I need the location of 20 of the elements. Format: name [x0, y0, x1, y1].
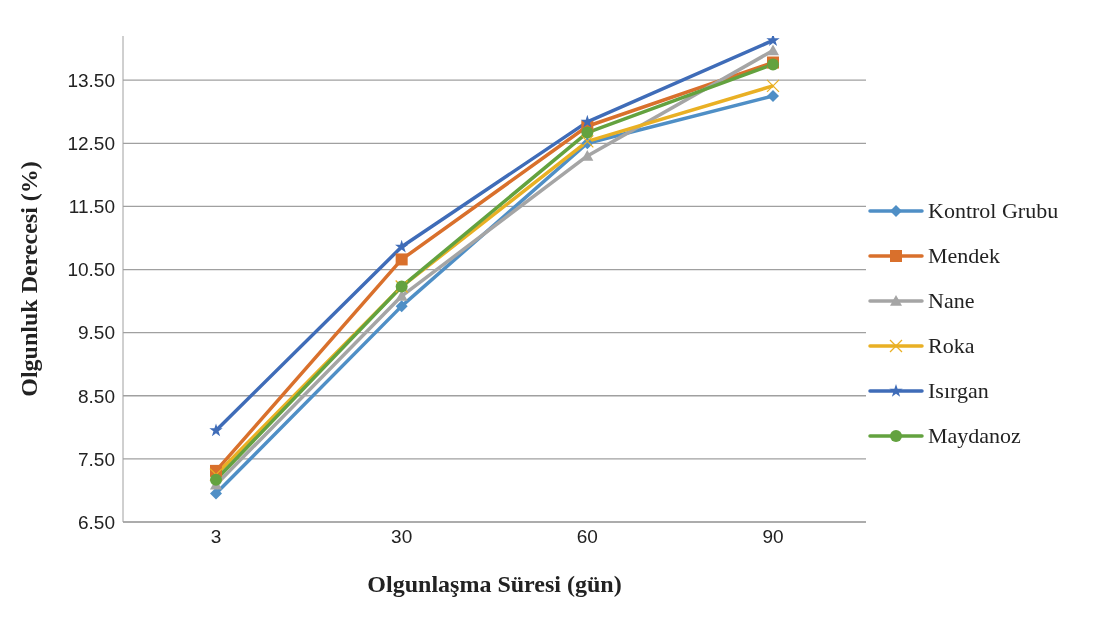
- legend-label: Maydanoz: [928, 422, 1021, 449]
- legend-label: Isırgan: [928, 377, 989, 404]
- y-tick-label: 6.50: [78, 511, 115, 533]
- x-tick-label: 30: [391, 526, 413, 548]
- y-axis-title: Olgunluk Derecesi (%): [15, 161, 42, 397]
- legend-label: Roka: [928, 332, 975, 359]
- y-tick-label: 8.50: [78, 385, 115, 407]
- x-tick-label: 3: [210, 526, 222, 548]
- legend-label: Kontrol Grubu: [928, 197, 1059, 224]
- legend-label: Mendek: [928, 242, 1001, 269]
- y-tick-label: 10.50: [67, 259, 115, 281]
- x-tick-label: 60: [576, 526, 598, 548]
- x-axis-title: Olgunlaşma Süresi (gün): [367, 571, 622, 597]
- y-tick-label: 13.50: [67, 69, 115, 91]
- x-tick-label: 90: [762, 526, 784, 548]
- y-tick-label: 7.50: [78, 448, 115, 470]
- y-tick-label: 12.50: [67, 133, 115, 155]
- y-tick-label: 9.50: [78, 322, 115, 344]
- y-tick-label: 11.50: [68, 196, 115, 218]
- legend-label: Nane: [928, 287, 975, 314]
